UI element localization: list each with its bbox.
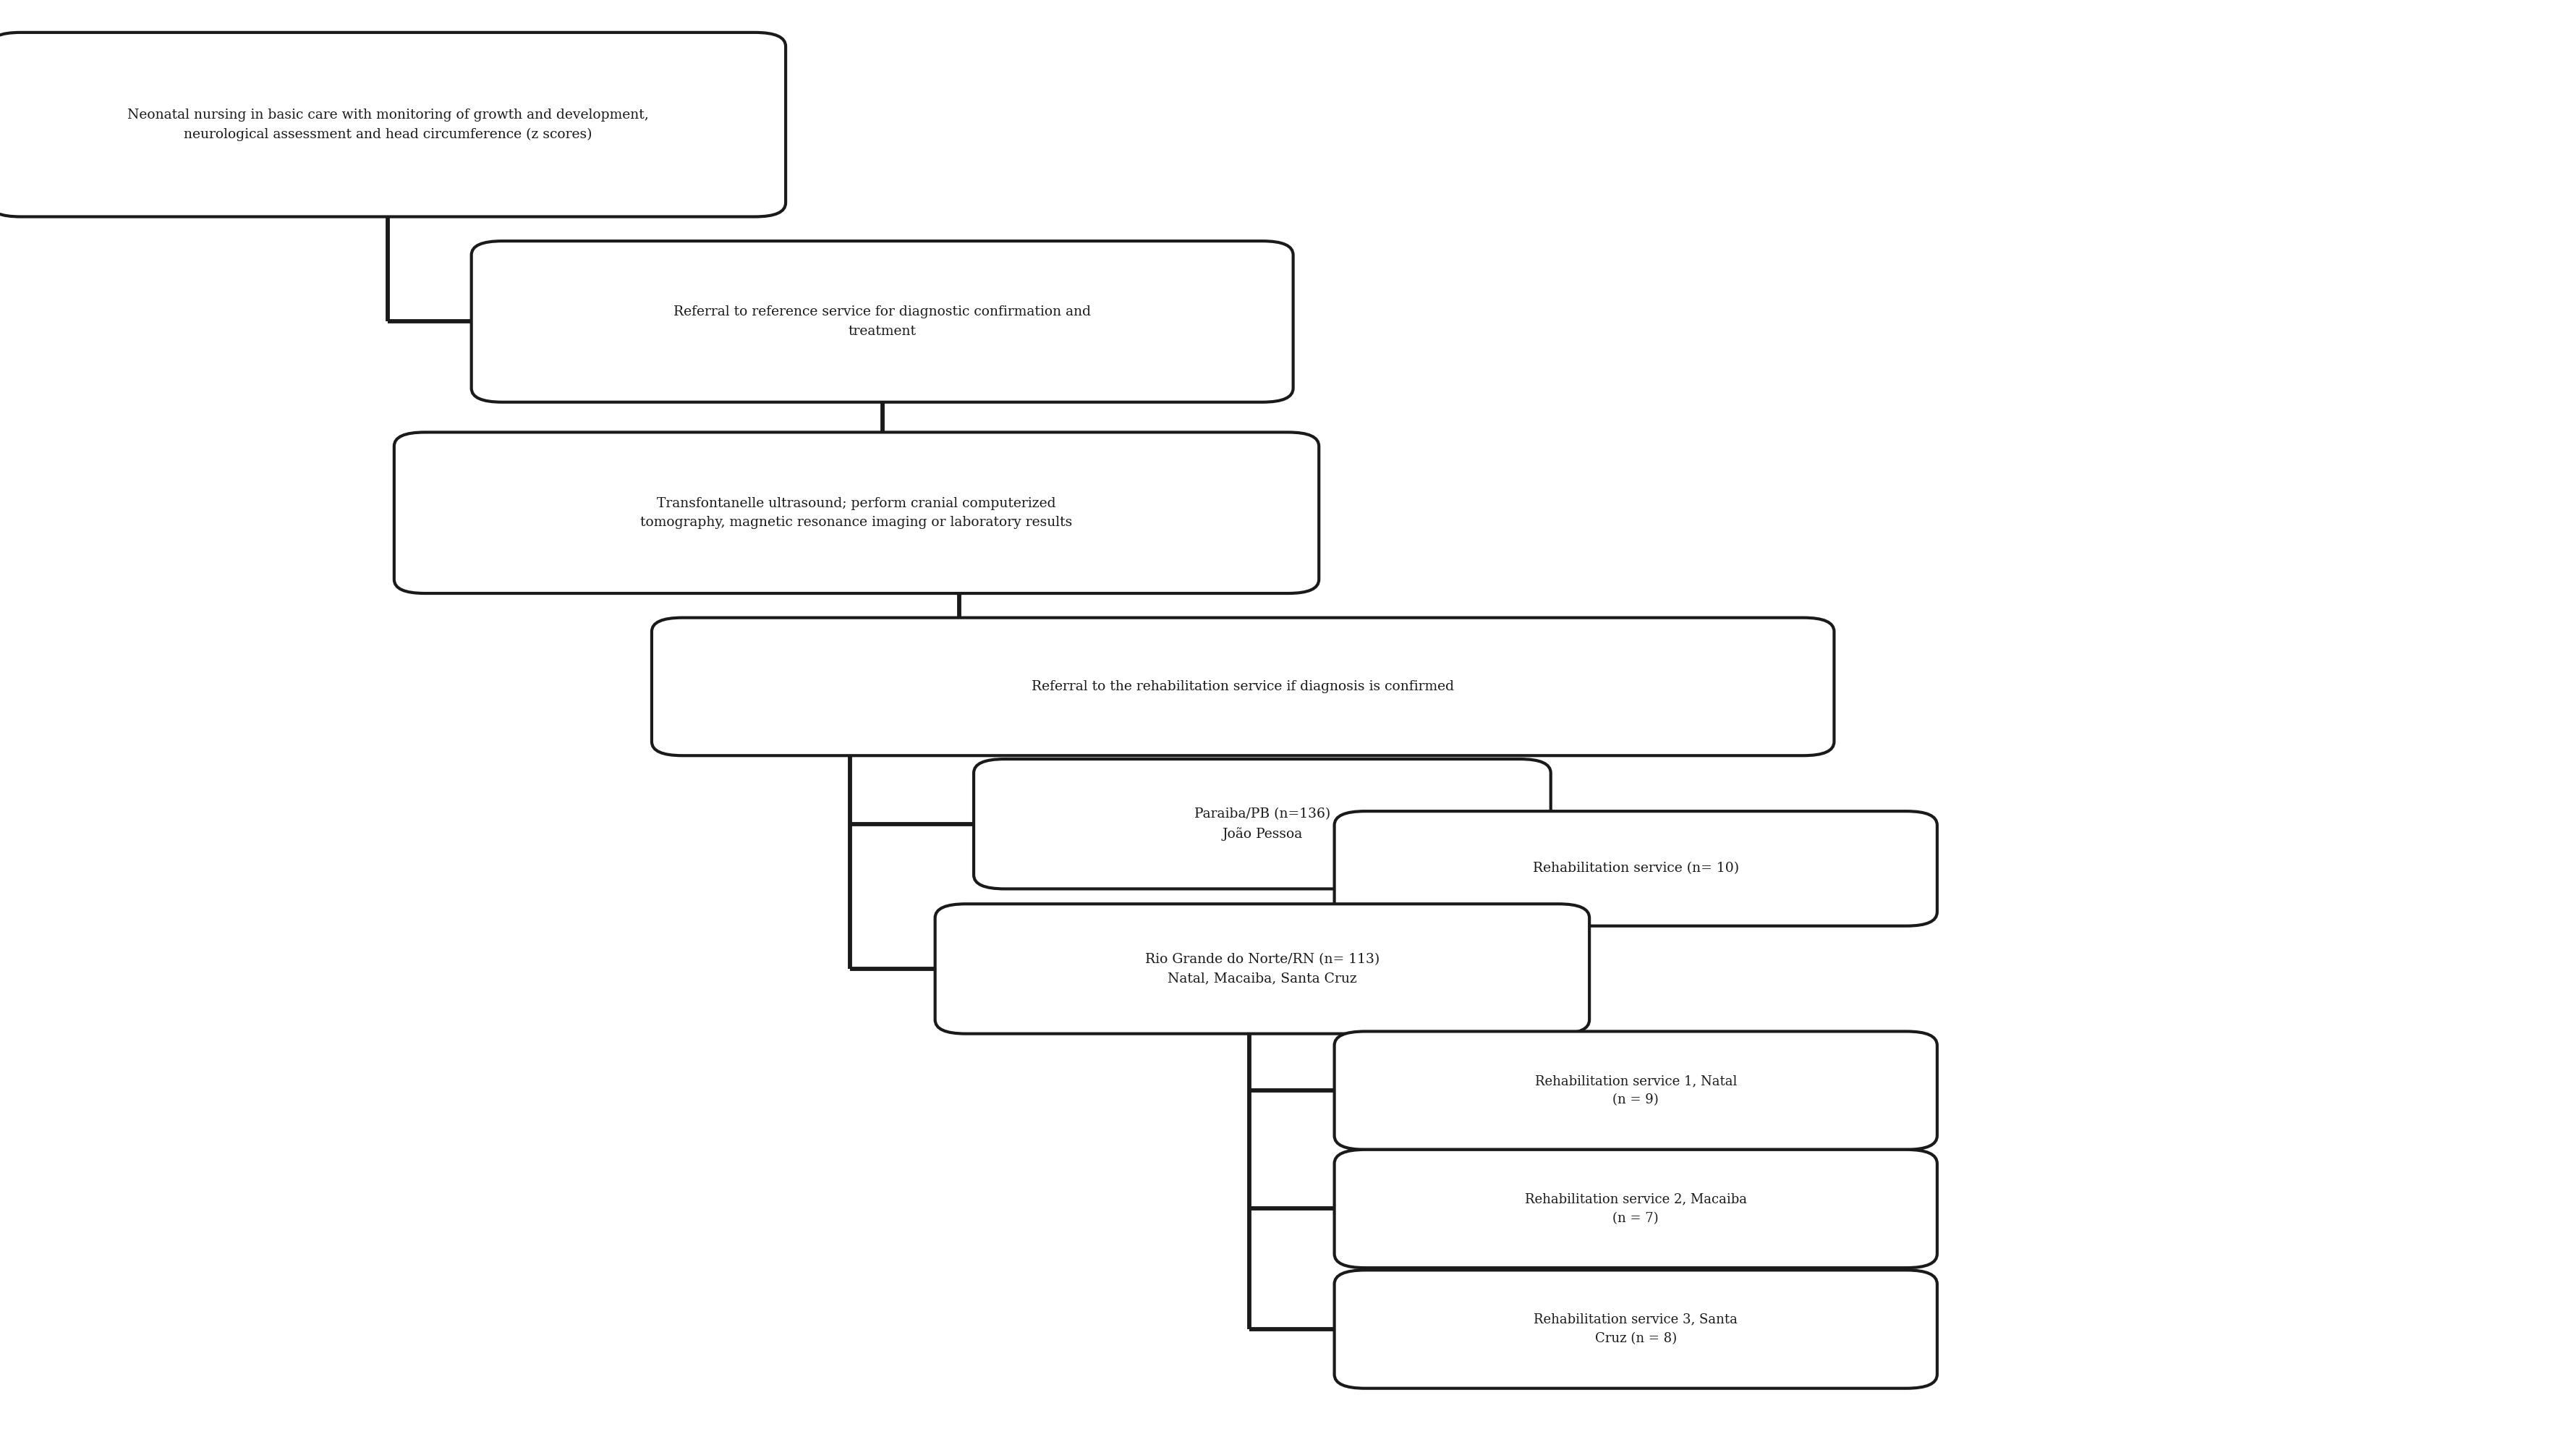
FancyBboxPatch shape <box>394 433 1319 593</box>
Text: Neonatal nursing in basic care with monitoring of growth and development,
neurol: Neonatal nursing in basic care with moni… <box>126 108 649 141</box>
FancyBboxPatch shape <box>974 759 1551 890</box>
Text: Rehabilitation service (n= 10): Rehabilitation service (n= 10) <box>1533 862 1739 875</box>
Text: Transfontanelle ultrasound; perform cranial computerized
tomography, magnetic re: Transfontanelle ultrasound; perform cran… <box>641 497 1072 529</box>
FancyBboxPatch shape <box>471 241 1293 402</box>
FancyBboxPatch shape <box>1334 1270 1937 1388</box>
Text: Rehabilitation service 3, Santa
Cruz (n = 8): Rehabilitation service 3, Santa Cruz (n … <box>1533 1313 1739 1345</box>
Text: Rehabilitation service 2, Macaiba
(n = 7): Rehabilitation service 2, Macaiba (n = 7… <box>1525 1193 1747 1224</box>
FancyBboxPatch shape <box>0 33 786 217</box>
Text: Rio Grande do Norte/RN (n= 113)
Natal, Macaiba, Santa Cruz: Rio Grande do Norte/RN (n= 113) Natal, M… <box>1144 953 1381 984</box>
FancyBboxPatch shape <box>1334 812 1937 925</box>
FancyBboxPatch shape <box>652 618 1834 756</box>
FancyBboxPatch shape <box>935 904 1589 1033</box>
FancyBboxPatch shape <box>1334 1032 1937 1150</box>
Text: Rehabilitation service 1, Natal
(n = 9): Rehabilitation service 1, Natal (n = 9) <box>1535 1075 1736 1106</box>
Text: Referral to the rehabilitation service if diagnosis is confirmed: Referral to the rehabilitation service i… <box>1033 680 1453 693</box>
Text: Referral to reference service for diagnostic confirmation and
treatment: Referral to reference service for diagno… <box>672 306 1092 338</box>
Text: Paraiba/PB (n=136)
João Pessoa: Paraiba/PB (n=136) João Pessoa <box>1195 808 1329 841</box>
FancyBboxPatch shape <box>1334 1150 1937 1267</box>
